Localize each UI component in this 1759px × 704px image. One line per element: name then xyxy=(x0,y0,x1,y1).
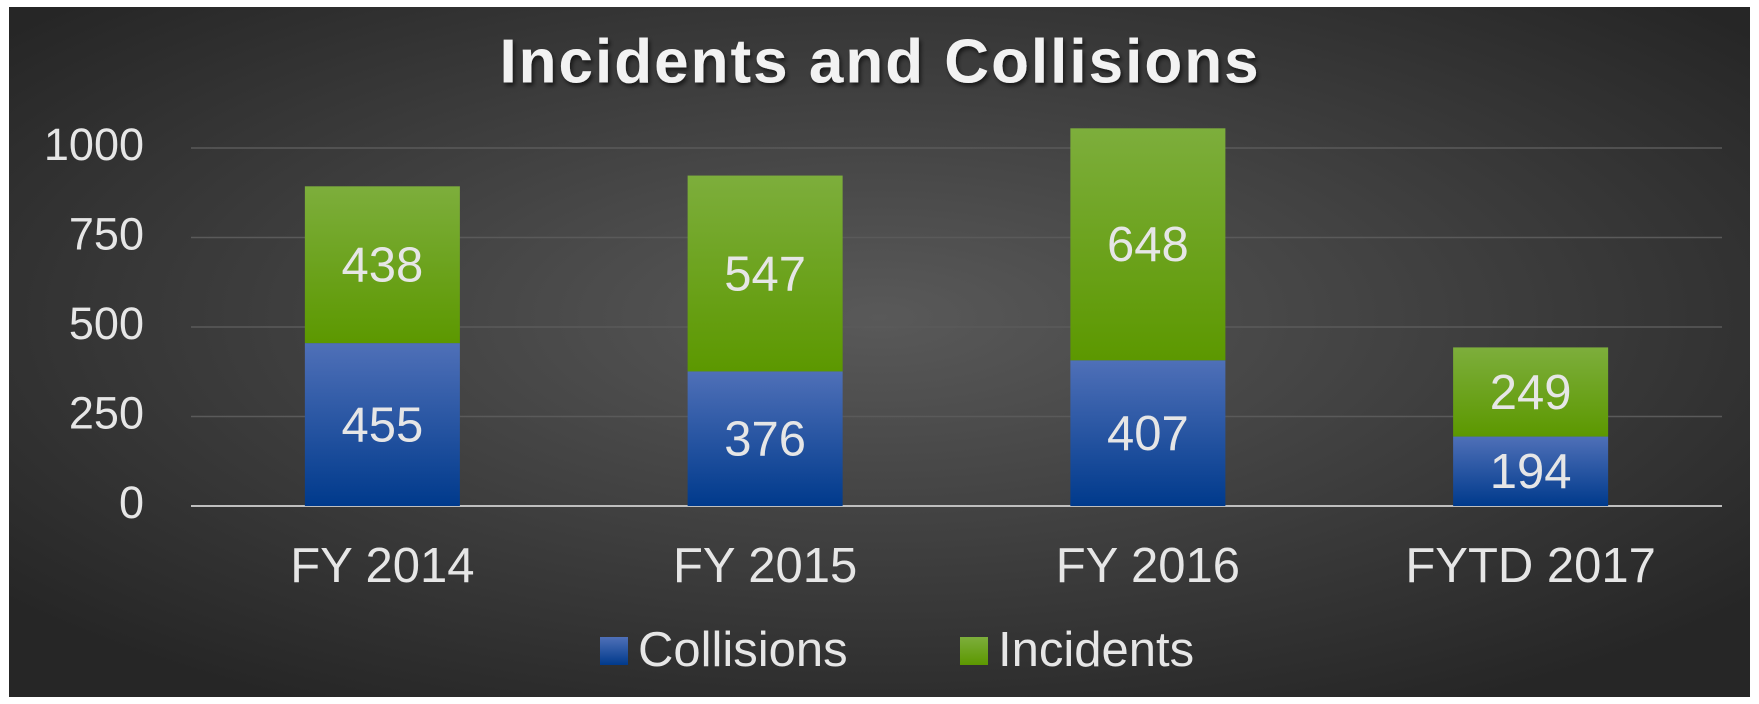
bar-segment xyxy=(304,343,460,506)
y-tick-label: 0 xyxy=(119,477,144,528)
bar-segment xyxy=(1070,360,1226,506)
legend-swatch xyxy=(600,637,628,665)
data-label: 376 xyxy=(724,413,806,467)
chart-title: Incidents and Collisions xyxy=(499,27,1260,96)
legend-label: Collisions xyxy=(638,623,848,677)
legend-label: Incidents xyxy=(998,623,1194,677)
x-tick-label: FY 2015 xyxy=(673,539,857,593)
bar-segment xyxy=(1070,128,1226,361)
bar-segment xyxy=(1453,347,1609,437)
bar-segment xyxy=(1453,436,1609,506)
x-tick-label: FY 2016 xyxy=(1056,539,1240,593)
data-label: 547 xyxy=(724,247,806,301)
y-tick-label: 1000 xyxy=(44,119,144,170)
data-label: 249 xyxy=(1490,366,1572,420)
bar-segment xyxy=(304,186,460,344)
y-tick-label: 250 xyxy=(69,387,144,438)
data-label: 194 xyxy=(1490,445,1572,499)
y-tick-label: 750 xyxy=(69,208,144,259)
x-tick-label: FYTD 2017 xyxy=(1405,539,1656,593)
y-tick-label: 500 xyxy=(69,298,144,349)
data-label: 455 xyxy=(341,398,423,452)
data-label: 648 xyxy=(1107,218,1189,272)
bar-segment xyxy=(687,371,843,506)
x-tick-label: FY 2014 xyxy=(290,539,474,593)
legend-swatch xyxy=(960,637,988,665)
data-label: 407 xyxy=(1107,407,1189,461)
data-label: 438 xyxy=(341,239,423,293)
bar-segment xyxy=(687,175,843,372)
